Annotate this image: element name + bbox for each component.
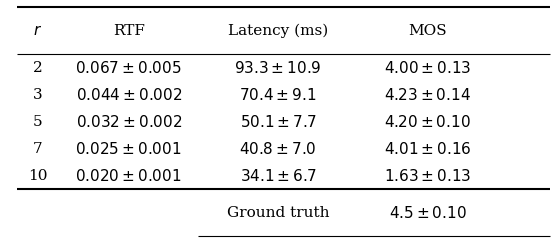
Text: $4.20 \pm 0.10$: $4.20 \pm 0.10$: [384, 114, 471, 130]
Text: $4.00 \pm 0.13$: $4.00 \pm 0.13$: [384, 60, 471, 76]
Text: $4.01 \pm 0.16$: $4.01 \pm 0.16$: [384, 141, 471, 157]
Text: $40.8 \pm 7.0$: $40.8 \pm 7.0$: [240, 141, 317, 157]
Text: 2: 2: [33, 61, 43, 75]
Text: $4.23 \pm 0.14$: $4.23 \pm 0.14$: [384, 87, 471, 103]
Text: RTF: RTF: [113, 24, 145, 38]
Text: $0.067 \pm 0.005$: $0.067 \pm 0.005$: [76, 60, 182, 76]
Text: $93.3 \pm 10.9$: $93.3 \pm 10.9$: [235, 60, 322, 76]
Text: $0.032 \pm 0.002$: $0.032 \pm 0.002$: [76, 114, 182, 130]
Text: 5: 5: [33, 115, 43, 129]
Text: $70.4 \pm 9.1$: $70.4 \pm 9.1$: [240, 87, 317, 103]
Text: Latency (ms): Latency (ms): [228, 24, 329, 38]
Text: $4.5 \pm 0.10$: $4.5 \pm 0.10$: [389, 205, 466, 221]
Text: 10: 10: [28, 169, 48, 183]
Text: $r$: $r$: [33, 24, 43, 38]
Text: $1.63 \pm 0.13$: $1.63 \pm 0.13$: [384, 168, 471, 184]
Text: $50.1 \pm 7.7$: $50.1 \pm 7.7$: [240, 114, 316, 130]
Text: 3: 3: [33, 88, 43, 102]
Text: Ground truth: Ground truth: [227, 206, 330, 220]
Text: MOS: MOS: [408, 24, 447, 38]
Text: $34.1 \pm 6.7$: $34.1 \pm 6.7$: [240, 168, 316, 184]
Text: $0.020 \pm 0.001$: $0.020 \pm 0.001$: [76, 168, 182, 184]
Text: 7: 7: [33, 142, 43, 156]
Text: $0.025 \pm 0.001$: $0.025 \pm 0.001$: [76, 141, 182, 157]
Text: $0.044 \pm 0.002$: $0.044 \pm 0.002$: [76, 87, 182, 103]
